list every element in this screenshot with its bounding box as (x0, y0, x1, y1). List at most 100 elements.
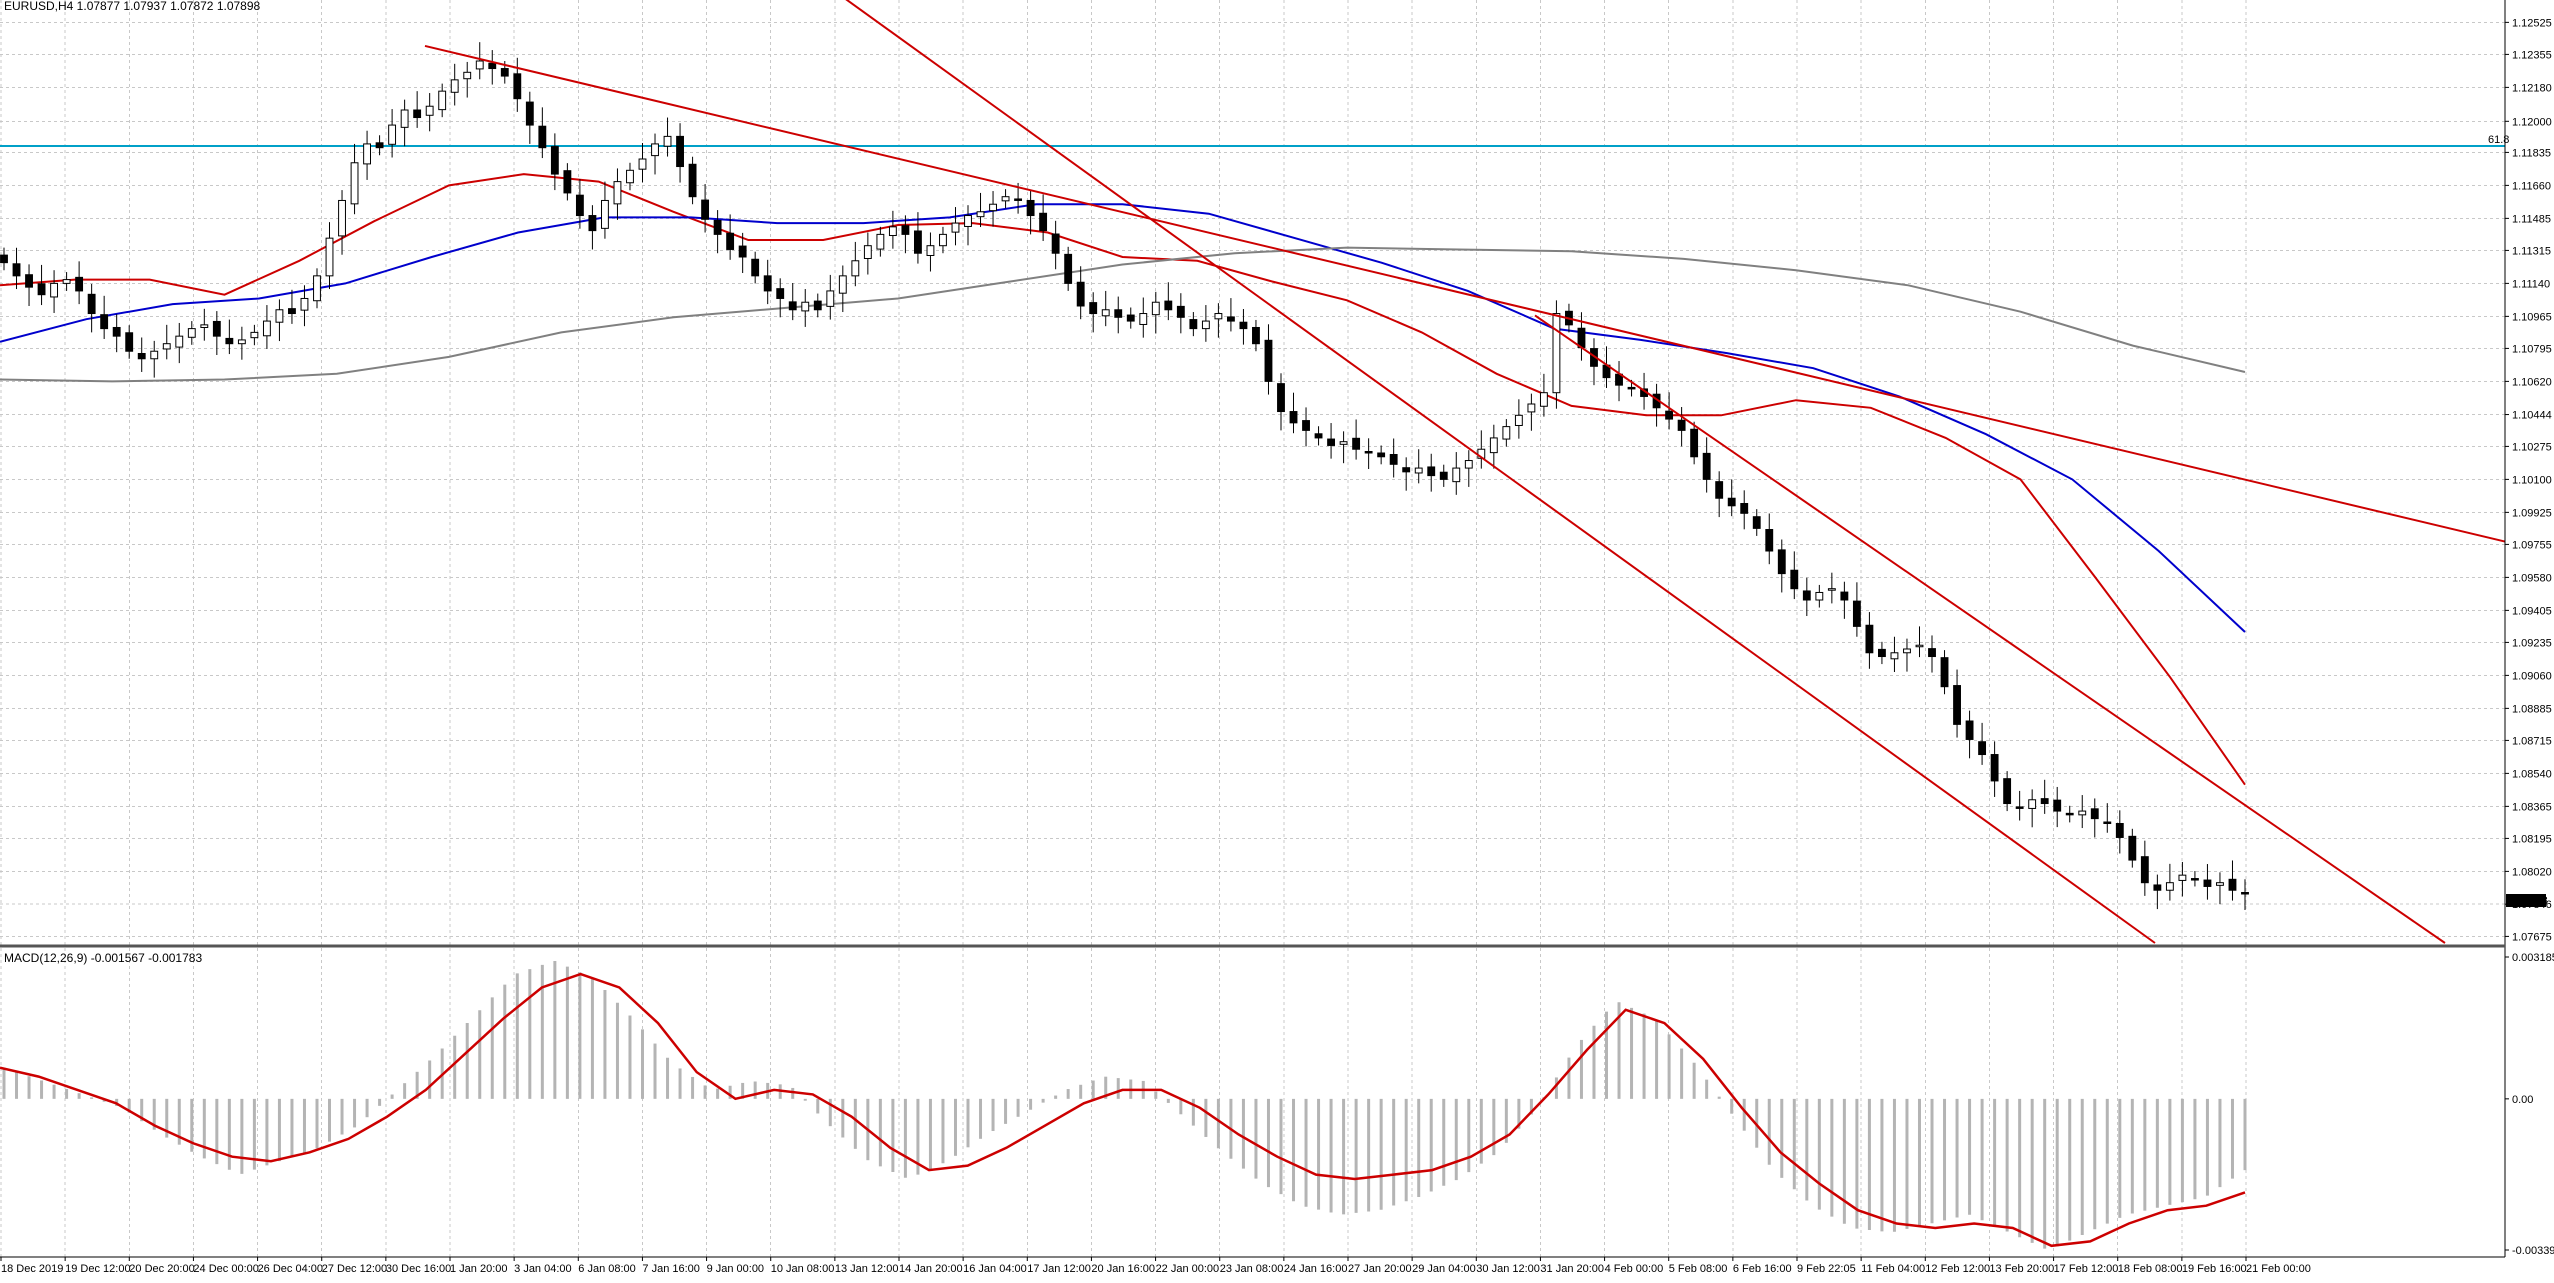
candle-body (989, 203, 997, 212)
time-tick-label: 24 Jan 16:00 (1284, 1263, 1348, 1275)
candle-body (1852, 600, 1861, 627)
candle-body (1928, 648, 1936, 658)
candle-body (313, 275, 321, 302)
candle-body (726, 232, 735, 250)
candle-body (1101, 309, 1110, 317)
candle-body (563, 170, 572, 194)
time-tick-label: 13 Jan 12:00 (835, 1263, 899, 1275)
candle-body (1327, 438, 1336, 446)
time-tick-label: 9 Feb 22:05 (1797, 1263, 1856, 1275)
candle-body (550, 146, 559, 175)
candle-body (325, 237, 334, 277)
candle-body (2178, 874, 2187, 881)
price-tick-label: 1.08540 (2512, 768, 2552, 780)
current-price-label: 1.07898 (2508, 895, 2548, 907)
candle-body (1915, 644, 1924, 648)
candle-body (400, 109, 409, 128)
candle-body (901, 225, 910, 235)
price-tick-label: 1.10444 (2512, 410, 2552, 422)
candle-body (1903, 648, 1911, 654)
price-tick-label: 1.09925 (2512, 507, 2552, 519)
time-tick-label: 22 Jan 00:00 (1156, 1263, 1220, 1275)
time-tick-label: 6 Feb 16:00 (1733, 1263, 1792, 1275)
candle-body (413, 109, 422, 119)
candle-body (1827, 588, 1836, 591)
candle-body (939, 233, 947, 247)
candle-body (1252, 326, 1260, 345)
price-tick-label: 1.11660 (2512, 180, 2551, 192)
macd-tick-label: -0.003394 (2512, 1245, 2554, 1257)
candle-body (863, 245, 872, 260)
macd-signal-polyline (0, 972, 2246, 1248)
price-tick-label: 1.10965 (2512, 311, 2552, 323)
candle-body (1164, 300, 1173, 311)
time-tick-label: 18 Feb 08:00 (2118, 1263, 2183, 1275)
candle-body (450, 79, 459, 93)
time-tick-label: 27 Jan 20:00 (1348, 1263, 1412, 1275)
time-tick-label: 16 Jan 04:00 (963, 1263, 1027, 1275)
candle-body (613, 181, 622, 205)
candle-body (788, 301, 797, 311)
candle-body (2128, 835, 2137, 861)
fibonacci-level-label: 61.8 (2488, 134, 2509, 146)
candle-body (2165, 882, 2174, 891)
candle-body (1089, 302, 1098, 315)
candle-body (1064, 253, 1073, 284)
candle-body (1940, 657, 1949, 688)
macd-tick-label: 0.003185 (2512, 952, 2554, 964)
price-tick-label: 1.08365 (2512, 801, 2552, 813)
price-tick-label: 1.10275 (2512, 441, 2552, 453)
candle-body (125, 332, 134, 352)
time-tick-label: 4 Feb 00:00 (1605, 1263, 1664, 1275)
candle-body (1114, 309, 1123, 318)
candle-body (212, 320, 221, 337)
candle-body (713, 219, 722, 235)
candle-body (25, 274, 33, 288)
candle-body (262, 320, 271, 337)
candle-body (2153, 884, 2162, 891)
price-tick-label: 1.10620 (2512, 376, 2552, 388)
trendline (424, 44, 2506, 543)
price-tick-label: 1.08715 (2512, 735, 2552, 747)
candle-body (1314, 433, 1323, 439)
candle-body (150, 350, 159, 360)
trendline (845, 0, 2156, 944)
price-tick-label: 1.12000 (2512, 116, 2552, 128)
candle-body (50, 282, 59, 298)
time-tick-label: 31 Jan 20:00 (1540, 1263, 1604, 1275)
candle-body (2115, 823, 2124, 838)
candle-body (1026, 199, 1035, 217)
candle-body (87, 293, 96, 315)
candle-body (1389, 454, 1398, 465)
time-tick-label: 7 Jan 16:00 (642, 1263, 700, 1275)
candle-body (288, 308, 296, 315)
candle-body (250, 331, 259, 339)
price-tick-label: 1.11485 (2512, 213, 2551, 225)
candle-body (2003, 778, 2012, 805)
candle-body (488, 62, 497, 70)
price-tick-label: 1.12355 (2512, 49, 2552, 61)
candle-body (275, 309, 284, 323)
candle-body (513, 73, 522, 100)
candle-body (1402, 467, 1411, 473)
candle-body (2190, 878, 2199, 881)
chart-header: EURUSD,H4 1.07877 1.07937 1.07872 1.0789… (4, 0, 261, 13)
candle-body (1126, 314, 1135, 322)
time-tick-label: 5 Feb 08:00 (1669, 1263, 1728, 1275)
candle-body (1377, 452, 1386, 458)
candle-body (1665, 410, 1674, 420)
candle-body (175, 335, 184, 348)
price-tick-label: 1.09235 (2512, 637, 2552, 649)
candle-body (801, 301, 810, 312)
price-tick-label: 1.11315 (2512, 245, 2551, 257)
candle-body (1765, 529, 1774, 552)
candle-body (1464, 460, 1473, 469)
candle-body (2140, 856, 2149, 884)
candle-body (2228, 878, 2237, 891)
time-tick-label: 19 Feb 16:00 (2182, 1263, 2247, 1275)
candle-body (1364, 450, 1373, 454)
candle-body (1502, 426, 1511, 440)
candle-body (1514, 414, 1523, 426)
mid-moving-average-line (0, 203, 2246, 633)
